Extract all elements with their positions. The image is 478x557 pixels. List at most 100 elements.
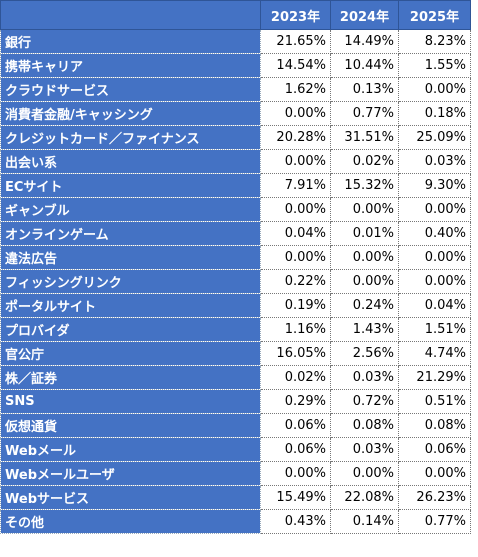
table-row: 株／証券 0.02% 0.03% 21.29% (0, 365, 471, 390)
row-label: SNS (0, 389, 261, 414)
cell-value: 0.00% (398, 197, 471, 222)
table-row: 銀行 21.65% 14.49% 8.23% (0, 29, 471, 54)
row-label: Webサービス (0, 485, 261, 510)
table-row: ギャンブル 0.00% 0.00% 0.00% (0, 197, 471, 222)
cell-value: 26.23% (398, 485, 471, 510)
cell-value: 0.29% (260, 389, 331, 414)
data-table: 2023年 2024年 2025年 銀行 21.65% 14.49% 8.23% 携帯キャリ… (0, 0, 471, 534)
cell-value: 0.06% (398, 437, 471, 462)
table-row: クラウドサービス 1.62% 0.13% 0.00% (0, 77, 471, 102)
cell-value: 0.02% (330, 149, 399, 174)
cell-value: 14.49% (330, 29, 399, 54)
cell-value: 0.14% (330, 509, 399, 534)
cell-value: 0.06% (260, 413, 331, 438)
cell-value: 1.43% (330, 317, 399, 342)
row-label: 株／証券 (0, 365, 261, 390)
column-header: 2023年 (260, 0, 331, 30)
cell-value: 0.04% (260, 221, 331, 246)
column-header: 2024年 (330, 0, 399, 30)
cell-value: 4.74% (398, 341, 471, 366)
cell-value: 0.03% (330, 365, 399, 390)
cell-value: 0.72% (330, 389, 399, 414)
cell-value: 0.18% (398, 101, 471, 126)
row-label: 仮想通貨 (0, 413, 261, 438)
row-label: クレジットカード／ファイナンス (0, 125, 261, 150)
cell-value: 0.24% (330, 293, 399, 318)
row-label: ポータルサイト (0, 293, 261, 318)
cell-value: 0.00% (398, 269, 471, 294)
cell-value: 1.51% (398, 317, 471, 342)
cell-value: 0.04% (398, 293, 471, 318)
row-label: ECサイト (0, 173, 261, 198)
table-row: 違法広告 0.00% 0.00% 0.00% (0, 245, 471, 270)
cell-value: 0.77% (398, 509, 471, 534)
cell-value: 0.00% (260, 101, 331, 126)
cell-value: 0.03% (330, 437, 399, 462)
row-label: クラウドサービス (0, 77, 261, 102)
cell-value: 31.51% (330, 125, 399, 150)
row-label: オンラインゲーム (0, 221, 261, 246)
cell-value: 0.00% (260, 149, 331, 174)
cell-value: 0.43% (260, 509, 331, 534)
table-row: プロバイダ 1.16% 1.43% 1.51% (0, 317, 471, 342)
table-row: 出会い系 0.00% 0.02% 0.03% (0, 149, 471, 174)
cell-value: 0.22% (260, 269, 331, 294)
cell-value: 0.00% (260, 245, 331, 270)
corner-cell (0, 0, 261, 30)
cell-value: 1.16% (260, 317, 331, 342)
cell-value: 0.00% (398, 245, 471, 270)
cell-value: 0.01% (330, 221, 399, 246)
cell-value: 10.44% (330, 53, 399, 78)
cell-value: 0.40% (398, 221, 471, 246)
row-label: Webメール (0, 437, 261, 462)
cell-value: 0.00% (330, 461, 399, 486)
row-label: 違法広告 (0, 245, 261, 270)
cell-value: 1.55% (398, 53, 471, 78)
header-row: 2023年 2024年 2025年 (0, 0, 471, 30)
cell-value: 1.62% (260, 77, 331, 102)
table-row: クレジットカード／ファイナンス 20.28% 31.51% 25.09% (0, 125, 471, 150)
row-label: プロバイダ (0, 317, 261, 342)
table-row: Webサービス 15.49% 22.08% 26.23% (0, 485, 471, 510)
table-row: その他 0.43% 0.14% 0.77% (0, 509, 471, 534)
cell-value: 0.51% (398, 389, 471, 414)
cell-value: 0.00% (398, 461, 471, 486)
cell-value: 9.30% (398, 173, 471, 198)
cell-value: 0.08% (398, 413, 471, 438)
table-row: 官公庁 16.05% 2.56% 4.74% (0, 341, 471, 366)
row-label: 出会い系 (0, 149, 261, 174)
table-row: オンラインゲーム 0.04% 0.01% 0.40% (0, 221, 471, 246)
table-row: フィッシングリンク 0.22% 0.00% 0.00% (0, 269, 471, 294)
cell-value: 0.00% (398, 77, 471, 102)
row-label: フィッシングリンク (0, 269, 261, 294)
table-row: 消費者金融/キャッシング 0.00% 0.77% 0.18% (0, 101, 471, 126)
table-row: ポータルサイト 0.19% 0.24% 0.04% (0, 293, 471, 318)
table-row: 携帯キャリア 14.54% 10.44% 1.55% (0, 53, 471, 78)
cell-value: 15.49% (260, 485, 331, 510)
row-label: Webメールユーザ (0, 461, 261, 486)
table-row: SNS 0.29% 0.72% 0.51% (0, 389, 471, 414)
row-label: 携帯キャリア (0, 53, 261, 78)
cell-value: 0.02% (260, 365, 331, 390)
cell-value: 16.05% (260, 341, 331, 366)
cell-value: 0.00% (330, 197, 399, 222)
cell-value: 20.28% (260, 125, 331, 150)
row-label: 消費者金融/キャッシング (0, 101, 261, 126)
cell-value: 0.08% (330, 413, 399, 438)
cell-value: 0.03% (398, 149, 471, 174)
cell-value: 21.65% (260, 29, 331, 54)
cell-value: 0.06% (260, 437, 331, 462)
cell-value: 0.19% (260, 293, 331, 318)
cell-value: 0.77% (330, 101, 399, 126)
row-label: 官公庁 (0, 341, 261, 366)
row-label: その他 (0, 509, 261, 534)
cell-value: 2.56% (330, 341, 399, 366)
cell-value: 7.91% (260, 173, 331, 198)
cell-value: 8.23% (398, 29, 471, 54)
table-row: ECサイト 7.91% 15.32% 9.30% (0, 173, 471, 198)
cell-value: 14.54% (260, 53, 331, 78)
table-row: 仮想通貨 0.06% 0.08% 0.08% (0, 413, 471, 438)
cell-value: 0.00% (260, 461, 331, 486)
table-row: Webメール 0.06% 0.03% 0.06% (0, 437, 471, 462)
